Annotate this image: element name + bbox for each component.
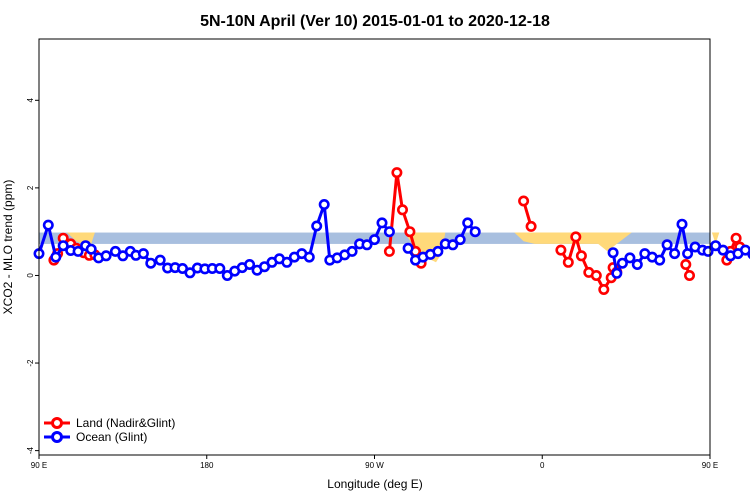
x-axis-label: Longitude (deg E) bbox=[327, 477, 422, 491]
plot-layer bbox=[33, 167, 750, 295]
data-point bbox=[590, 269, 602, 281]
data-point bbox=[214, 262, 226, 274]
data-point bbox=[682, 248, 694, 260]
data-point bbox=[318, 199, 330, 211]
data-point bbox=[402, 242, 414, 254]
y-tick-label: 0 bbox=[26, 273, 35, 278]
data-point bbox=[717, 244, 729, 256]
data-point bbox=[654, 254, 666, 266]
data-point bbox=[462, 217, 474, 229]
legend-ocean-marker bbox=[51, 431, 63, 443]
data-point bbox=[72, 245, 84, 257]
data-point bbox=[730, 232, 742, 244]
data-point bbox=[624, 252, 636, 264]
legend: Land (Nadir&Glint) Ocean (Glint) bbox=[44, 416, 175, 444]
data-point bbox=[562, 256, 574, 268]
x-tick-label: 90 E bbox=[702, 461, 718, 470]
data-point bbox=[311, 220, 323, 232]
overlay-region-3 bbox=[711, 232, 720, 244]
y-tick-label: -4 bbox=[26, 447, 35, 455]
y-tick-label: 2 bbox=[26, 185, 35, 190]
y-axis: -4 -2 0 2 4 bbox=[26, 98, 39, 455]
data-point bbox=[361, 239, 373, 251]
y-axis-label: XCO2 - MLO trend (ppm) bbox=[1, 180, 15, 315]
data-point bbox=[85, 243, 97, 255]
data-point bbox=[244, 258, 256, 270]
data-point bbox=[50, 251, 62, 263]
data-point bbox=[396, 204, 408, 216]
data-point bbox=[611, 267, 623, 279]
data-point bbox=[303, 251, 315, 263]
data-point bbox=[391, 167, 403, 179]
data-point bbox=[607, 247, 619, 259]
legend-land-marker bbox=[51, 417, 63, 429]
data-point bbox=[346, 245, 358, 257]
legend-ocean-label: Ocean (Glint) bbox=[76, 430, 147, 444]
data-point bbox=[669, 248, 681, 260]
data-point bbox=[376, 217, 388, 229]
x-tick-label: 90 W bbox=[365, 461, 384, 470]
data-point bbox=[432, 245, 444, 257]
data-point bbox=[680, 258, 692, 270]
data-point bbox=[555, 244, 567, 256]
data-point bbox=[57, 240, 69, 252]
x-tick-label: 180 bbox=[200, 461, 214, 470]
data-point bbox=[454, 234, 466, 246]
series-ocean bbox=[33, 199, 750, 281]
chart-title: 5N-10N April (Ver 10) 2015-01-01 to 2020… bbox=[200, 13, 550, 30]
x-tick-label: 0 bbox=[540, 461, 545, 470]
data-point bbox=[184, 267, 196, 279]
y-tick-label: 4 bbox=[26, 98, 35, 103]
x-tick-label: 90 E bbox=[31, 461, 47, 470]
data-point bbox=[383, 226, 395, 238]
data-point bbox=[42, 219, 54, 231]
data-point bbox=[676, 218, 688, 230]
data-point bbox=[383, 245, 395, 257]
data-point bbox=[154, 254, 166, 266]
data-point bbox=[469, 226, 481, 238]
data-point bbox=[145, 257, 157, 269]
series-land bbox=[48, 167, 746, 295]
x-axis: 90 E 180 90 W 0 90 E bbox=[31, 455, 718, 470]
data-point bbox=[616, 257, 628, 269]
data-point bbox=[525, 220, 537, 232]
data-point bbox=[368, 234, 380, 246]
legend-land-label: Land (Nadir&Glint) bbox=[76, 416, 175, 430]
data-point bbox=[258, 261, 270, 273]
data-point bbox=[281, 256, 293, 268]
data-point bbox=[100, 250, 112, 262]
data-point bbox=[570, 231, 582, 243]
data-point bbox=[518, 195, 530, 207]
data-point bbox=[575, 250, 587, 262]
data-point bbox=[404, 226, 416, 238]
data-point bbox=[447, 239, 459, 251]
data-point bbox=[598, 283, 610, 295]
data-point bbox=[109, 245, 121, 257]
data-point bbox=[661, 239, 673, 251]
y-tick-label: -2 bbox=[26, 359, 35, 367]
data-point bbox=[137, 248, 149, 260]
data-point bbox=[683, 269, 695, 281]
data-point bbox=[631, 258, 643, 270]
